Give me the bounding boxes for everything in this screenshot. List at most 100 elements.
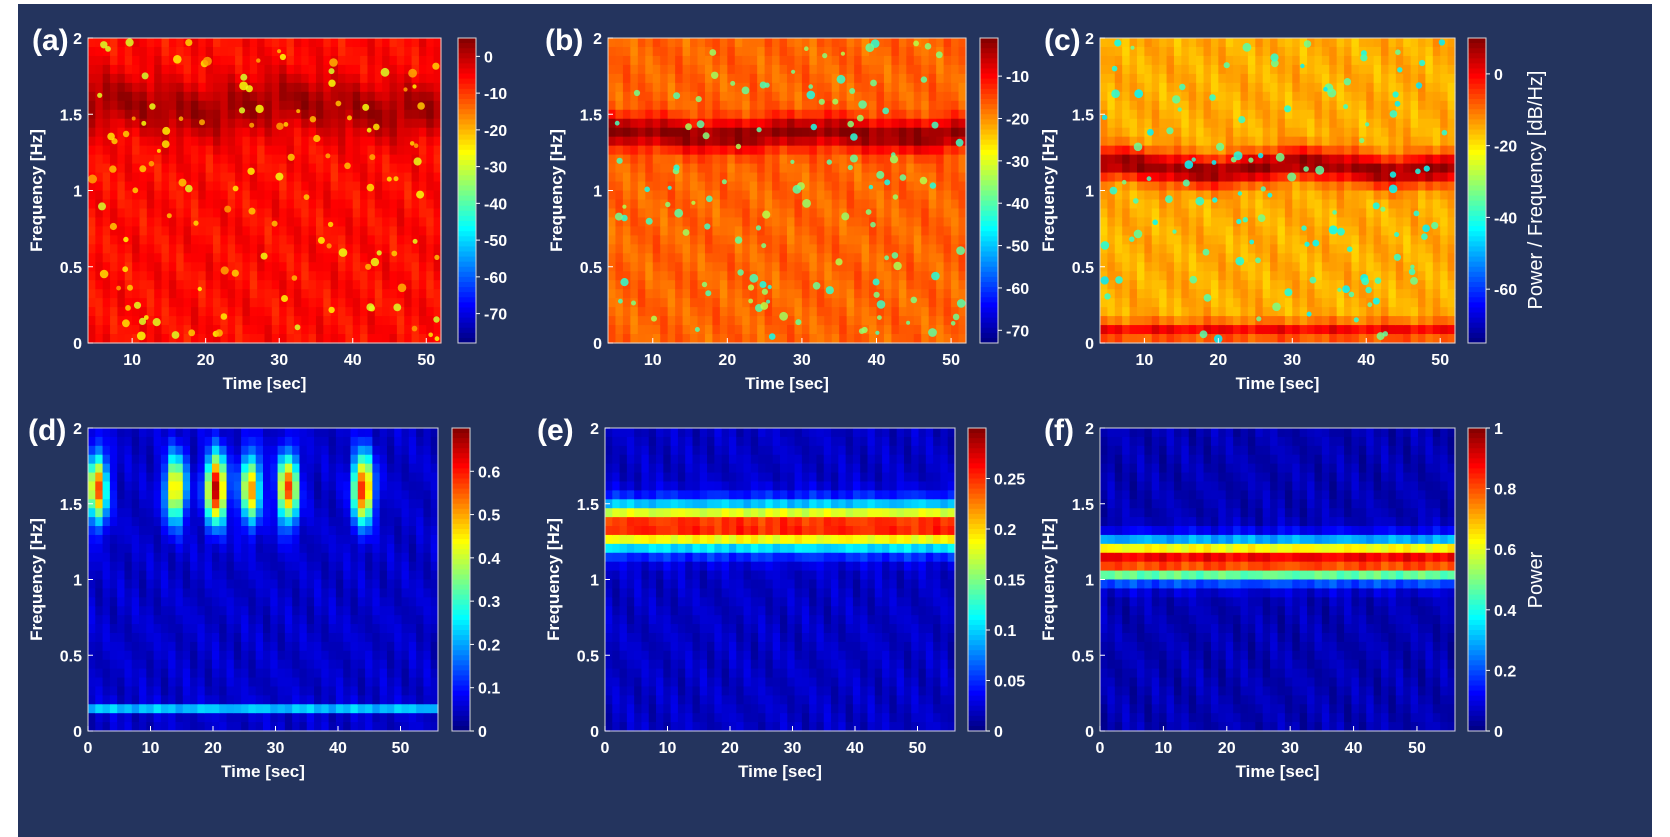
heatmap-cell [1129,316,1138,326]
colorbar-segment [980,170,998,176]
heatmap-cell [382,91,391,102]
heatmap-cell [227,145,236,156]
heatmap-cell [1114,217,1123,227]
heatmap-cell [1351,325,1360,335]
heatmap-cell [1114,316,1123,326]
heatmap-cell [1284,46,1293,57]
heatmap-cell [367,316,376,326]
heatmap-cell [1351,145,1360,156]
heatmap-cell [675,154,684,165]
heatmap-cell [958,226,967,236]
heatmap-cell [382,217,391,227]
heatmap-cell [958,46,967,57]
heatmap-cell [1262,154,1271,165]
heatmap-cell [301,82,310,93]
heatmap-cell [704,38,714,48]
heatmap-cell [1336,181,1345,192]
heatmap-cell [330,217,339,227]
heatmap-cell [1151,38,1160,48]
heatmap-cell [712,235,721,245]
heatmap-cell [1218,298,1227,308]
heatmap-cell [906,253,915,263]
heatmap-cell [1203,316,1212,326]
heatmap-cell [323,46,332,57]
heatmap-cell [1277,307,1286,317]
heatmap-cell [816,244,825,254]
heatmap-cell [1203,46,1212,57]
heatmap-cell [1247,316,1256,326]
heatmap-cell [645,73,654,84]
heatmap-cell [757,73,766,84]
heatmap-cell [1373,217,1382,227]
heatmap-cell [242,100,251,111]
colorbar-segment [458,195,476,202]
heatmap-cell [1344,298,1353,308]
heatmap-cell [1314,145,1323,156]
heatmap-cell [630,190,639,201]
heatmap-cell [1188,181,1197,192]
speckle-mark [238,107,246,114]
heatmap-cell [787,38,796,48]
heatmap-cell [712,109,721,120]
speckle-mark [173,55,182,64]
heatmap-cell [660,325,669,335]
heatmap-cell [176,208,185,219]
heatmap-cell [1225,253,1234,263]
heatmap-cell [608,181,617,192]
heatmap-cell [809,307,818,317]
heatmap-cell [1233,181,1242,192]
heatmap-cell [213,289,221,299]
heatmap-cell [1270,127,1279,138]
heatmap-cell [367,46,376,57]
heatmap-cell [360,307,369,317]
heatmap-cell [146,253,155,263]
heatmap-cell [198,172,207,183]
heatmap-cell [1122,208,1131,219]
heatmap-cell [1159,73,1168,84]
speckle-mark [162,126,171,135]
heatmap-cell [1188,55,1197,66]
heatmap-cell [249,325,258,335]
colorbar-segment [458,109,476,115]
heatmap-cell [667,100,676,111]
heatmap-cell [345,199,354,210]
heatmap-cell [418,244,427,254]
heatmap-cell [1129,253,1138,263]
heatmap-cell [1277,82,1286,93]
heatmap-cell [154,235,163,245]
heatmap-cell [764,46,773,57]
heatmap-cell [943,100,952,111]
heatmap-cell [1144,298,1153,308]
heatmap-cell [1373,190,1382,201]
heatmap-cell [190,226,199,236]
heatmap-cell [675,55,684,66]
heatmap-cell [742,217,751,227]
heatmap-cell [958,38,967,48]
heatmap-cell [323,262,332,272]
heatmap-cell [315,172,324,183]
heatmap-cell [249,118,258,129]
heatmap-cell [928,190,937,201]
heatmap-cell [1262,46,1271,57]
speckle-mark [240,73,248,81]
heatmap-cell [235,127,244,138]
heatmap-cell [824,109,833,120]
heatmap-cell [764,226,773,236]
heatmap-cell [675,217,684,227]
heatmap-cell [861,217,870,227]
heatmap-cell [869,190,878,201]
heatmap-cell [660,82,669,93]
heatmap-cell [615,235,624,245]
heatmap-cell [719,298,728,308]
heatmap-cell [411,181,420,192]
heatmap-cell [1373,136,1382,147]
heatmap-cell [1240,208,1249,219]
heatmap-cell [146,64,155,75]
heatmap-cell [1329,235,1338,245]
heatmap-cell [757,316,766,326]
heatmap-cell [396,298,405,308]
heatmap-cell [1292,100,1301,111]
heatmap-cell [1270,307,1279,317]
heatmap-cell [1292,109,1301,120]
heatmap-cell [102,46,111,57]
